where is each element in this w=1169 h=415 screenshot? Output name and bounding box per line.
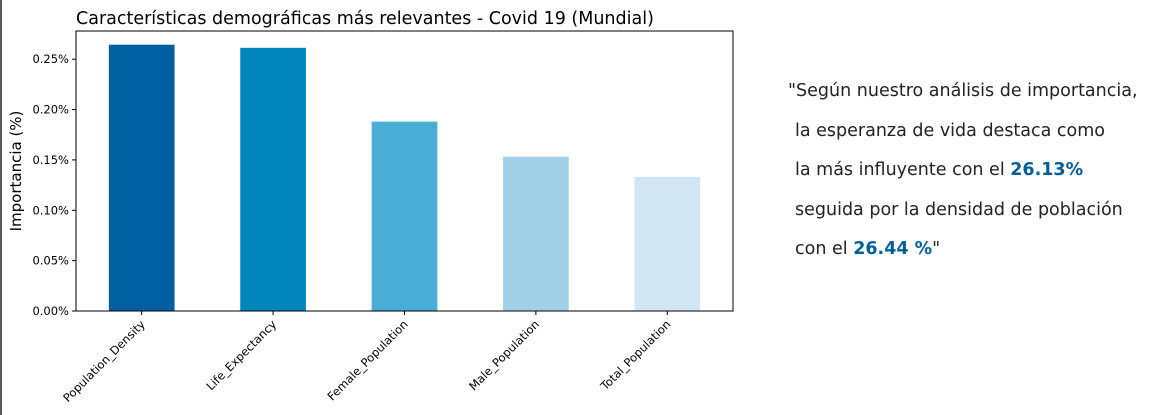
population-density-value: 26.44 % [853,239,933,259]
life-expectancy-value: 26.13% [1010,160,1084,180]
y-tick-label: 0.00% [32,304,69,318]
x-tick-label: Male_Population [466,317,542,393]
quote-line-3: la más influyente con el 26.13% [788,151,1168,191]
quote-closing-mark: " [932,239,941,259]
chart-title: Características demográficas más relevan… [76,9,654,29]
quote-line-2: la esperanza de vida destaca como [795,120,1106,141]
y-tick-label: 0.15% [32,153,69,167]
quote-line-5-text: con el [795,239,854,259]
x-tick-label: Population_Density [60,317,148,405]
window-left-border [0,0,2,415]
y-axis: 0.00% 0.05% 0.10% 0.15% 0.20% 0.25% [32,52,76,318]
bar-population-density [108,44,175,311]
bar-chart: Características demográficas más relevan… [7,9,734,405]
x-tick-label: Female_Population [325,317,411,403]
x-tick-label: Total_Population [597,317,673,393]
bars-group [108,44,701,312]
bar-total-population [634,176,701,311]
y-tick-label: 0.20% [32,103,69,117]
quote-line-5: con el 26.44 %" [788,230,1168,270]
x-tick-label: Life_Expectancy [203,317,279,393]
bar-life-expectancy [240,47,306,312]
y-tick-label: 0.10% [32,203,69,217]
bar-male-population [503,156,569,311]
y-tick-label: 0.05% [32,254,69,268]
quote-line-1: "Según nuestro análisis de importancia, [788,81,1138,101]
analysis-quote: "Según nuestro análisis de importancia, … [788,72,1168,270]
plot-frame [75,30,734,312]
quote-line-3-text: la más influyente con el [795,160,1011,180]
quote-line-4: seguida por la densidad de población [795,199,1123,220]
y-tick-label: 0.25% [32,52,69,66]
bar-female-population [371,121,438,311]
x-axis: Population_Density Life_Expectancy Female_… [60,311,673,405]
y-axis-label: Importancia (%) [7,111,25,232]
